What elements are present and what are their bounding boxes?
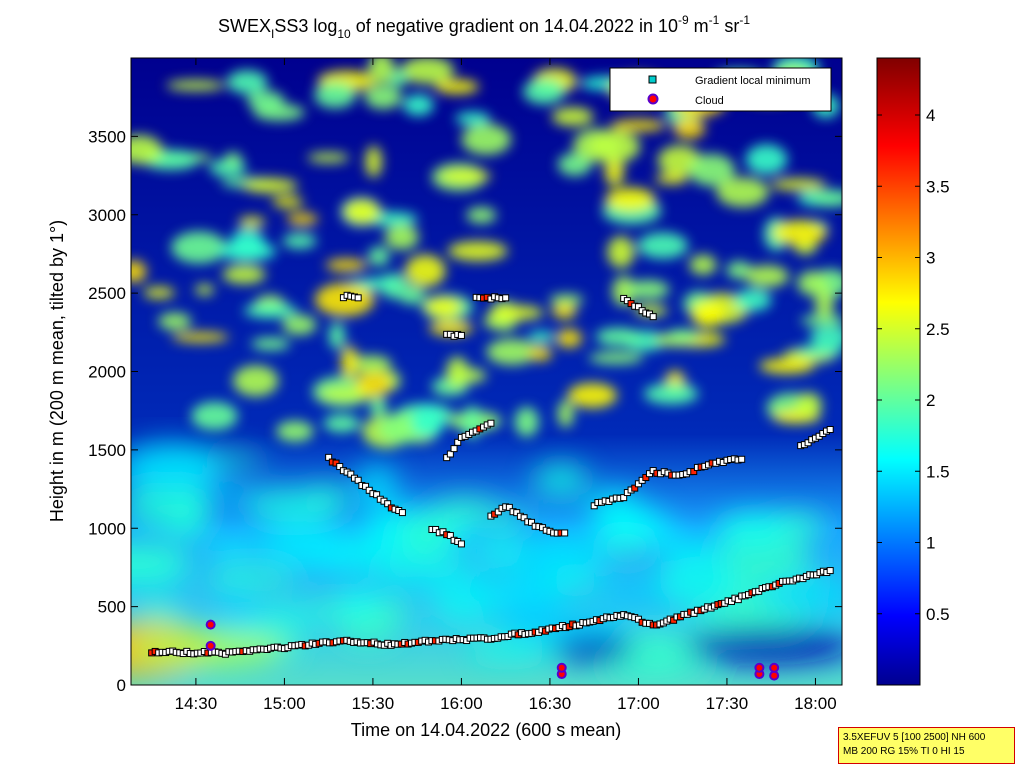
gradient-minimum-marker [561,529,569,537]
legend-label-gradient-minimum: Gradient local minimum [695,75,811,87]
gradient-minimum-marker [398,509,406,517]
gradient-minimum-marker [631,484,639,492]
colorbar-tick-label: 2 [926,391,935,410]
gradient-minimum-marker [450,445,458,453]
colorbar: 0.5 1 1.5 2 2.5 3 3.5 4 [876,57,950,686]
gradient-minimum-marker [384,500,392,508]
gradient-minimum-marker [454,438,462,446]
y-tick-label: 3500 [88,127,126,146]
gradient-minimum-marker [505,503,513,511]
gradient-minimum-marker [325,453,333,461]
x-tick-label: 18:00 [794,694,837,713]
gradient-minimum-marker [446,450,454,458]
gradient-minimum-marker [527,518,535,526]
gradient-minimum-marker [690,468,698,476]
y-axis: 0 500 1000 1500 2000 2500 3000 3500 [88,127,842,695]
cloud-marker [556,662,567,673]
x-tick-label: 15:30 [352,694,395,713]
info-line-2: MB 200 RG 15% TI 0 HI 15 [843,746,965,757]
cloud-marker [205,640,216,651]
x-tick-label: 15:00 [263,694,306,713]
gradient-minimum-marker [443,454,451,462]
gradient-minimum-marker [336,463,344,471]
legend: Gradient local minimum Cloud [609,67,832,112]
y-tick-label: 2000 [88,363,126,382]
gradient-minimum-marker [373,491,381,499]
legend-box [609,67,832,112]
gradient-minima-markers [148,291,834,658]
chart-title: SWEXISS3 log10 of negative gradient on 1… [218,13,750,41]
cloud-marker [769,662,780,673]
gradient-minimum-marker [487,419,495,427]
x-tick-label: 16:00 [440,694,483,713]
colorbar-tick-label: 3.5 [926,177,950,196]
y-axis-label: Height in m (200 m mean, tilted by 1°) [47,220,67,522]
gradient-minimum-marker [634,303,642,311]
x-tick-label: 17:30 [706,694,749,713]
y-tick-label: 1500 [88,441,126,460]
legend-label-cloud: Cloud [695,95,724,107]
y-tick-label: 2500 [88,284,126,303]
colorbar-tick-label: 3 [926,249,935,268]
x-axis-label: Time on 14.04.2022 (600 s mean) [351,720,622,740]
gradient-minimum-marker [738,455,746,463]
gradient-minimum-marker [457,331,465,339]
colorbar-gradient [876,57,921,686]
x-tick-label: 16:30 [529,694,572,713]
info-line-1: 3.5XEFUV 5 [100 2500] NH 600 [843,732,986,743]
colorbar-tick-label: 1.5 [926,462,950,481]
cloud-marker [205,619,216,630]
heatmap-field [131,58,842,685]
gradient-minimum-marker [502,294,510,302]
gradient-minimum-marker [446,532,454,540]
y-tick-label: 0 [117,676,126,695]
gradient-minimum-marker [520,514,528,522]
gradient-minimum-marker [354,294,362,302]
y-tick-label: 3000 [88,206,126,225]
gradient-minimum-marker [513,509,521,517]
gradient-minimum-marker [494,508,502,516]
x-axis: 14:30 15:00 15:30 16:00 16:30 17:00 17:30 18:00 [175,58,837,713]
cloud-markers [205,619,780,681]
info-box: 3.5XEFUV 5 [100 2500] NH 600 MB 200 RG 1… [838,727,1015,764]
gradient-minimum-marker [649,313,657,321]
colorbar-tick-label: 2.5 [926,320,950,339]
gradient-minimum-marker [347,470,355,478]
gradient-minimum-marker [642,474,650,482]
colorbar-tick-label: 4 [926,106,935,125]
cloud-marker [754,662,765,673]
colorbar-tick-label: 0.5 [926,605,950,624]
gradient-minimum-marker [362,482,370,490]
y-tick-label: 1000 [88,519,126,538]
x-tick-label: 17:00 [617,694,660,713]
gradient-minimum-marker [826,425,834,433]
legend-marker-cloud [647,93,659,105]
y-tick-label: 500 [98,598,126,617]
gradient-minimum-marker [354,476,362,484]
colorbar-tick-label: 1 [926,534,935,553]
gradient-minimum-marker [457,540,465,548]
legend-marker-gradient-minimum [648,75,657,84]
cloud-marker [769,670,780,681]
x-tick-label: 14:30 [175,694,218,713]
gradient-minimum-marker [826,567,834,575]
gradient-minimum-marker [620,494,628,502]
